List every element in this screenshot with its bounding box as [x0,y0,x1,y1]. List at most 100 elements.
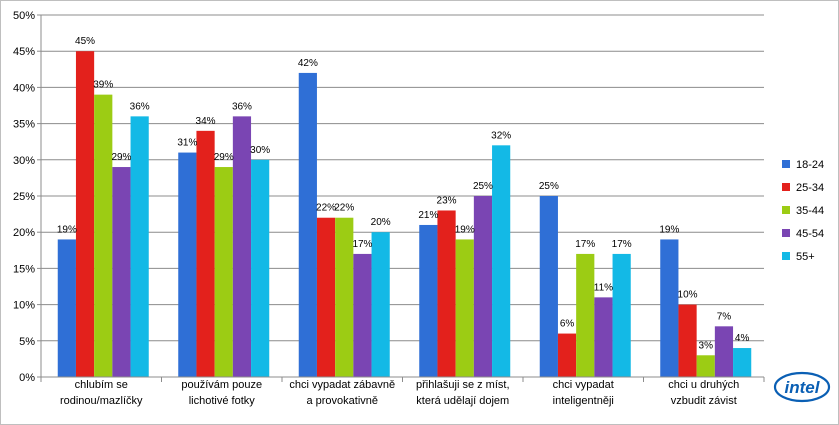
bar-45-54 [473,196,493,377]
data-label: 25% [473,181,493,192]
intel-logo: intel [773,371,831,403]
data-label: 3% [699,340,714,351]
bar-55+ [130,116,149,378]
bar-25-34 [557,333,577,377]
y-tick-label: 10% [13,300,35,312]
y-axis: 0% 5% 10% 15% 20% 25% 30% 35% 40% 45% 50% [13,10,42,384]
category-label: chlubím se [75,379,128,391]
bar-25-34 [316,217,336,377]
y-tick-label: 20% [13,227,35,239]
data-label: 32% [491,130,511,141]
data-label: 4% [735,333,750,344]
data-label: 34% [196,116,216,127]
category-label: chci vypadat zábavně [289,379,395,391]
legend-label: 18-24 [796,159,824,171]
bar-35-44 [335,217,354,377]
gridlines [41,14,764,342]
category-label: používám pouze [181,379,262,391]
y-tick-label: 25% [13,191,35,203]
bar-35-44 [576,253,595,377]
legend-label: 35-44 [796,205,824,217]
bar-55+ [371,232,390,377]
data-label: 19% [659,224,679,235]
bar-55+ [612,253,631,377]
data-label: 19% [57,224,77,235]
category-label: vzbudit závist [671,395,737,407]
bar-35-44 [214,167,233,377]
data-label: 45% [75,36,95,47]
legend-swatch [782,160,790,168]
bar-35-44 [94,94,113,377]
category-label: inteligentněji [553,395,614,407]
legend-swatch [782,252,790,260]
data-label: 22% [334,203,354,214]
category-label: rodinou/mazlíčky [60,395,143,407]
data-label: 10% [678,290,698,301]
bar-18-24 [298,72,317,378]
data-label: 22% [316,203,336,214]
bar-18-24 [57,239,76,377]
data-label: 25% [539,181,559,192]
bar-25-34 [437,210,456,377]
bar-45-54 [353,253,372,377]
bar-45-54 [112,167,131,377]
x-axis: chlubím se rodinou/mazlíčky používám pouze… [40,376,765,407]
data-label: 42% [298,58,318,69]
category-label: která udělají dojem [416,395,509,407]
data-label: 6% [560,319,575,330]
bar-25-34 [75,51,95,377]
category-label: a provokativně [306,395,378,407]
category-label: chci vypadat [553,379,614,391]
data-label: 23% [437,195,457,206]
data-labels: 19% 45% 39% 29% 36% 31% 34% 29% 36% 30% 42% 22%22% 1… [57,36,750,351]
bar-55+ [251,159,270,377]
legend: 18-24 25-34 35-44 45-54 55+ [782,159,824,263]
data-label: 17% [612,239,632,250]
intel-logo-text: intel [785,378,821,397]
y-tick-label: 45% [13,46,35,58]
legend-label: 55+ [796,251,815,263]
intel-logo-swoosh [773,371,831,403]
data-label: 17% [575,239,595,250]
bar-25-34 [678,304,697,377]
bar-45-54 [594,297,613,377]
bar-55+ [733,348,752,377]
y-tick-label: 40% [13,82,35,94]
data-label: 36% [232,101,252,112]
bar-45-54 [232,116,252,378]
legend-swatch [782,229,790,237]
bar-35-44 [455,239,474,377]
legend-swatch [782,183,790,191]
category-label: chci u druhých [668,379,739,391]
data-label: 30% [250,145,270,156]
data-label: 36% [130,101,150,112]
bar-45-54 [714,326,734,377]
legend-swatch [782,206,790,214]
bar-35-44 [696,355,715,377]
data-label: 21% [418,210,438,221]
y-tick-label: 50% [13,10,35,22]
y-tick-label: 30% [13,155,35,167]
y-tick-label: 5% [19,336,35,348]
data-label: 11% [594,282,613,293]
bar-18-24 [539,196,558,377]
category-label: lichotivé fotky [189,395,256,407]
data-label: 29% [214,152,234,163]
data-label: 7% [717,311,732,322]
y-tick-label: 15% [13,263,35,275]
y-tick-label: 0% [19,372,35,384]
bar-55+ [492,145,511,377]
bar-25-34 [196,130,215,377]
y-tick-label: 35% [13,119,35,131]
legend-label: 45-54 [796,228,824,240]
bar-18-24 [178,152,197,377]
category-label: přihlašuji se z míst, [416,379,510,391]
data-label: 20% [371,217,391,228]
data-label: 31% [177,138,197,149]
bars [57,51,752,378]
bar-18-24 [419,224,438,377]
data-label: 17% [352,239,372,250]
bar-18-24 [660,239,679,377]
